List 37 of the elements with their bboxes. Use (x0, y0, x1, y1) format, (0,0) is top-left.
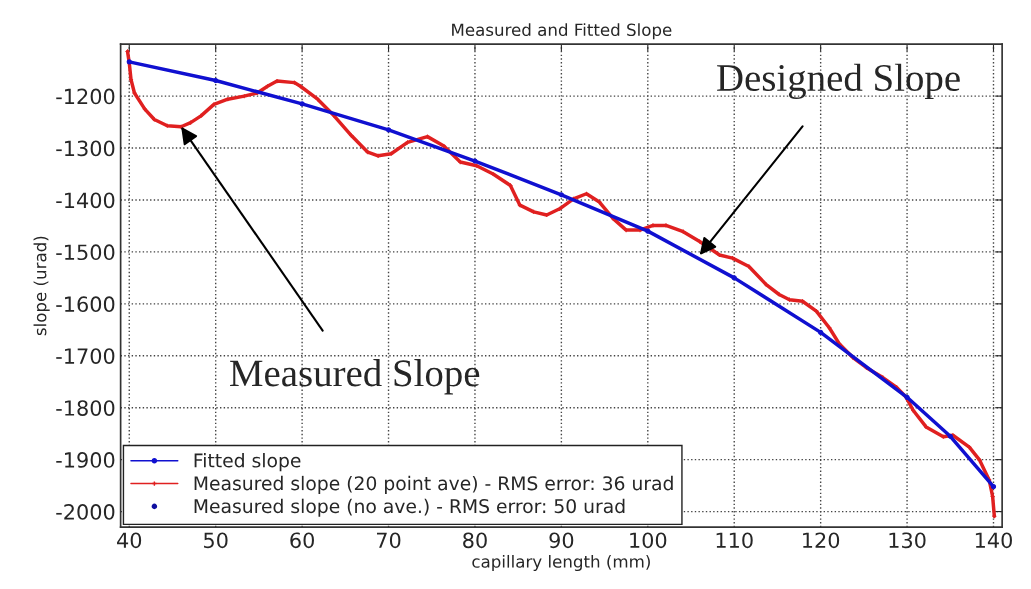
y-tick-label: -2000 (56, 504, 115, 520)
x-tick-label: 70 (376, 532, 401, 549)
y-tick-label: -1400 (56, 192, 115, 209)
point (472, 158, 478, 164)
legend-label: Measured slope (20 point ave) - RMS error: 36 urad (194, 475, 673, 495)
y-tick-label: -1700 (56, 348, 115, 364)
x-axis-title: capillary length (mm) (472, 554, 650, 572)
x-tick-label: 120 (803, 532, 840, 549)
y-tick-label: -1600 (56, 296, 115, 313)
x-tick-label: 110 (716, 532, 753, 549)
x-tick-label: 100 (630, 532, 667, 549)
point (213, 77, 219, 84)
point (299, 101, 305, 107)
x-tick-label: 140 (975, 532, 1012, 549)
y-axis-title: slope (urad) (33, 236, 50, 336)
y-tick-label: -1300 (56, 140, 115, 157)
y-tick-label: -1200 (56, 88, 115, 105)
y-tick-label: -1900 (56, 452, 115, 468)
annotation: Measured Slope (230, 359, 480, 395)
x-tick-label: 90 (549, 532, 574, 549)
x-tick-label: 80 (463, 532, 487, 549)
annotation: Designed Slope (717, 63, 960, 100)
legend-label: Measured slope (no ave.) - RMS error: 50 urad (194, 498, 625, 517)
y-tick-label: -1800 (56, 400, 115, 416)
x-tick-label: 40 (117, 532, 142, 549)
chart-title: Measured and Fitted Slope (452, 23, 672, 40)
x-tick-label: 50 (204, 532, 228, 549)
point (731, 275, 737, 281)
point (558, 192, 564, 198)
legend-label: Fitted slope (194, 453, 301, 472)
point (645, 228, 651, 234)
x-tick-label: 130 (889, 532, 926, 549)
y-tick-label: -1500 (56, 244, 115, 261)
x-tick-label: 60 (290, 532, 314, 549)
point (818, 329, 824, 336)
point (990, 484, 997, 490)
point (385, 127, 392, 133)
